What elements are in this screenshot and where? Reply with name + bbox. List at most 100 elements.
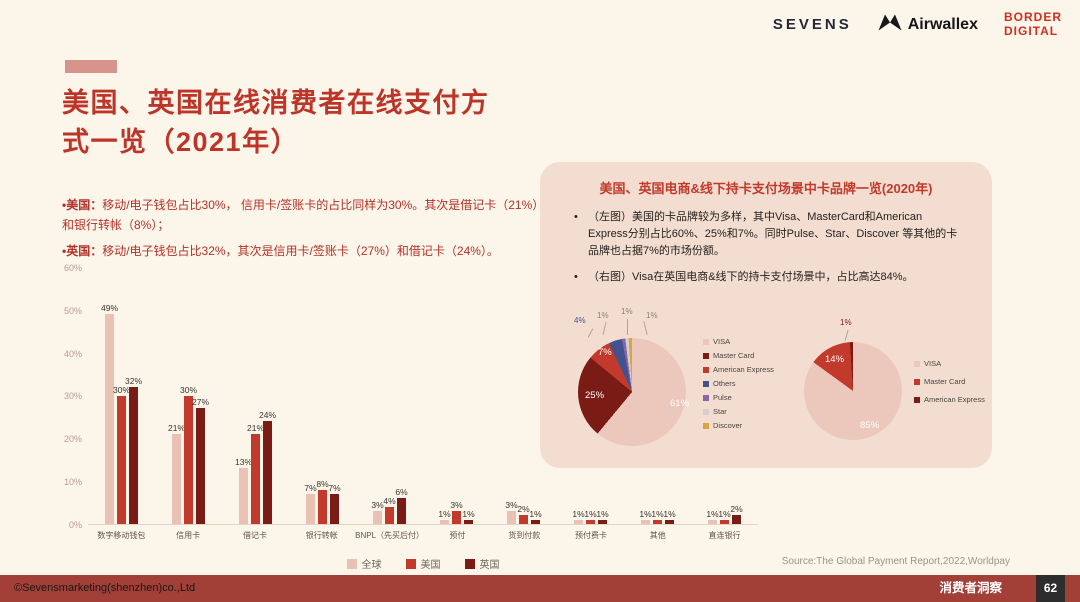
airwallex-logo: Airwallex <box>878 14 978 36</box>
y-tick-label: 20% <box>63 434 82 445</box>
bar-全球: 1% <box>572 508 585 524</box>
legend-label: 英国 <box>479 560 500 571</box>
bar-全球: 13% <box>235 457 252 524</box>
bar <box>586 519 595 524</box>
bar <box>440 519 449 524</box>
y-tick-label: 60% <box>63 263 82 273</box>
bar-value-label: 4% <box>383 495 396 506</box>
bar-value-label: 8% <box>316 478 329 489</box>
header-logos: SEVENS Airwallex BORDER DIGITAL <box>773 10 1062 39</box>
legend-item-英国: 英国 <box>464 556 500 571</box>
pie-label-others-us: 4% <box>574 316 586 325</box>
bar-value-label: 1% <box>596 508 609 519</box>
page-title: 美国、英国在线消费者在线支付方 式一览（2021年） <box>62 84 602 162</box>
us-card-brand-pie <box>578 338 686 446</box>
bar-value-label: 1% <box>718 508 731 519</box>
bar-value-label: 7% <box>304 483 317 494</box>
bar <box>385 506 394 524</box>
bar <box>105 314 114 524</box>
category-label: 信用卡 <box>176 531 201 540</box>
bar <box>641 519 650 524</box>
bar <box>172 434 181 524</box>
pie-legend-swatch <box>703 338 709 345</box>
bar-value-label: 1% <box>572 508 585 519</box>
bar <box>708 519 717 524</box>
bar-美国: 8% <box>316 478 329 524</box>
bar-英国: 1% <box>663 509 676 524</box>
bar-英国: 1% <box>529 508 542 524</box>
bar-value-label: 2% <box>730 504 743 515</box>
bar-英国: 24% <box>259 410 277 524</box>
bar-plot-area: 49% 30% 32% 21% 30% 27% 13% 21% 24% 7% 8% 7% 3% 4% 6% 1… <box>88 268 758 525</box>
legend-label: 全球 <box>361 560 382 571</box>
bar-value-label: 1% <box>462 508 475 519</box>
bar-value-label: 1% <box>584 508 597 519</box>
bar-value-label: 1% <box>529 508 542 519</box>
copyright: ©Sevensmarketing(shenzhen)co.,Ltd <box>14 582 196 594</box>
bar-全球: 1% <box>438 509 451 524</box>
legend-swatch <box>405 558 416 569</box>
uk-pie-legend: VISA Master Card American Express <box>914 359 985 413</box>
bar-value-label: 24% <box>259 410 277 421</box>
legend-item-美国: 美国 <box>405 556 441 571</box>
intro-bullets: •美国：移动/电子钱包占比30%， 信用卡/签账卡的占比同样为30%。其次是借记… <box>62 196 540 267</box>
category-label: 银行转帐 <box>305 531 338 540</box>
category-label: 货到付款 <box>508 531 541 540</box>
footer-bar: ©Sevensmarketing(shenzhen)co.,Ltd 消费者洞察 … <box>0 575 1080 602</box>
bar-value-label: 3% <box>505 500 518 511</box>
bar-英国: 32% <box>125 376 142 524</box>
border-digital-line2: DIGITAL <box>1003 24 1059 39</box>
bar-全球: 3% <box>371 500 384 524</box>
bar-value-label: 2% <box>517 504 530 515</box>
bar <box>665 519 674 524</box>
airwallex-wordmark: Airwallex <box>907 16 978 33</box>
pie-legend-item: Pulse <box>703 393 774 402</box>
uk-card-brand-pie <box>804 342 902 440</box>
pie-legend-item: Others <box>703 379 774 388</box>
category-axis: 数字移动钱包 信用卡 借记卡 银行转帐 BNPL（先买后付） 预付 货到付款 预付费卡 其他 直连… <box>88 530 758 541</box>
pie-label-discover-us: 1% <box>646 311 658 320</box>
bar-美国: 1% <box>651 509 664 524</box>
pie-legend-label: Pulse <box>713 393 732 402</box>
pie-legend-label: VISA <box>713 337 731 346</box>
bar-value-label: 30% <box>113 384 131 395</box>
bar <box>263 421 272 524</box>
pie-legend-label: Others <box>713 379 736 388</box>
bar-美国: 1% <box>584 508 597 524</box>
page-title-line2: 式一览（2021年） <box>62 127 300 158</box>
bar-value-label: 21% <box>247 423 265 434</box>
source-note: Source:The Global Payment Report,2022,Wo… <box>781 556 1010 567</box>
panel-title: 美国、英国电商&线下持卡支付场景中卡品牌一览(2020年) <box>599 181 933 196</box>
pie-legend-swatch <box>914 360 920 367</box>
page-number: 62 <box>1036 575 1065 602</box>
bar-value-label: 7% <box>328 483 341 494</box>
y-tick-label: 10% <box>63 477 82 488</box>
us-pie-legend: VISA Master Card American Express Others Pul… <box>703 337 774 435</box>
bar-美国: 30% <box>180 384 198 524</box>
border-digital-line1: BORDER <box>1003 10 1062 24</box>
category-label: 直连银行 <box>708 531 741 540</box>
bar <box>330 494 339 524</box>
panel-bullets: （左图）美国的卡品牌较为多样，其中Visa、MasterCard和America… <box>574 209 966 286</box>
bullet-us-label: •美国： <box>62 198 103 212</box>
bar-美国: 21% <box>247 423 265 524</box>
bar-全球: 1% <box>639 509 652 524</box>
pie-legend-label: Master Card <box>713 351 755 360</box>
bar-全球: 49% <box>101 303 118 524</box>
pie-label-star-us: 1% <box>621 307 633 316</box>
bar-value-label: 1% <box>706 508 719 519</box>
panel-bullet-left: （左图）美国的卡品牌较为多样，其中Visa、MasterCard和America… <box>574 209 966 260</box>
bar-美国: 4% <box>383 495 396 524</box>
pie-legend-item: Discover <box>703 421 774 430</box>
pie-legend-item: American Express <box>914 395 985 404</box>
bar <box>507 511 516 524</box>
sevens-logo: SEVENS <box>772 16 852 33</box>
bar-group: 3% 2% 1% <box>490 268 557 524</box>
bar <box>653 519 662 524</box>
bar-英国: 7% <box>328 483 341 524</box>
bar-英国: 2% <box>730 504 743 524</box>
legend-swatch <box>346 558 357 569</box>
y-tick-label: 0% <box>68 519 82 530</box>
bullet-us: •美国：移动/电子钱包占比30%， 信用卡/签账卡的占比同样为30%。其次是借记… <box>62 196 540 236</box>
bar-value-label: 30% <box>180 384 198 395</box>
